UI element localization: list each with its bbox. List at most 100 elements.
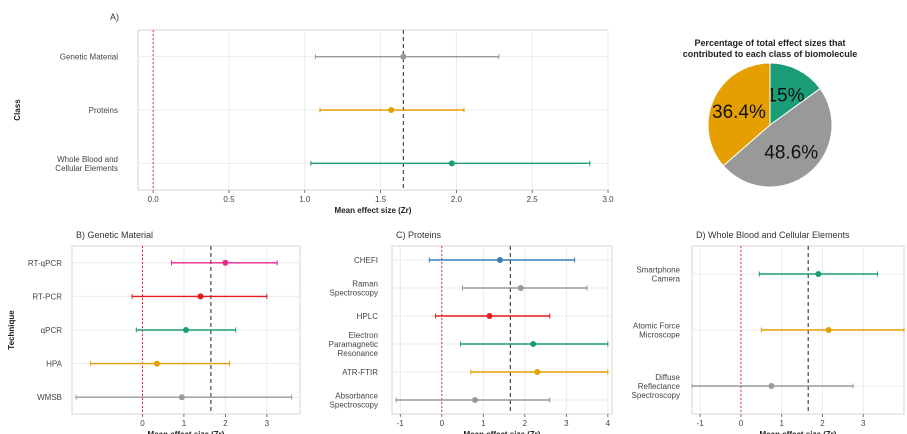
row-label-line: Paramagnetic: [329, 340, 378, 349]
mean-point: [486, 313, 493, 319]
pie-title-line: contributed to each class of biomolecule: [683, 49, 858, 59]
row-label-line: Microscope: [639, 331, 680, 340]
x-tick-label: -1: [397, 419, 405, 428]
row-label-line: Proteins: [89, 106, 118, 115]
x-tick-label: 1: [481, 419, 486, 428]
row-label-line: CHEFI: [354, 256, 378, 265]
row-label-line: ATR-FTIR: [342, 368, 378, 377]
x-tick-label: 3: [564, 419, 569, 428]
x-axis-title: Mean effect size (Zr): [148, 430, 225, 434]
pie-slice: [722, 87, 833, 188]
row-label-line: HPA: [46, 360, 63, 369]
forest-row: HPA: [46, 360, 231, 369]
row-label-line: RT-qPCR: [28, 259, 62, 268]
mean-point: [768, 383, 775, 389]
panel-label: D) Whole Blood and Cellular Elements: [696, 230, 850, 240]
forest-row: Whole Blood and Cellular Elements: [55, 155, 591, 173]
forest-row: ATR-FTIR: [342, 368, 609, 377]
mean-point: [178, 394, 185, 401]
x-tick-label: 2: [223, 419, 228, 428]
mean-point: [496, 257, 503, 263]
y-axis-title: Technique: [7, 310, 16, 350]
pie-slice: [769, 62, 821, 126]
row-label: Proteins: [89, 106, 118, 115]
x-tick-label: 1: [182, 419, 187, 428]
pie-slice-label: 15%: [766, 86, 804, 107]
row-label-line: Spectroscopy: [330, 289, 378, 298]
x-tick-label: 2: [523, 419, 528, 428]
mean-point: [400, 53, 407, 60]
row-label: Whole Blood and Cellular Elements: [55, 155, 118, 173]
panel-label: C) Proteins: [396, 230, 442, 240]
forest-row: CHEFI: [354, 256, 576, 265]
pie-title: Percentage of total effect sizes that con…: [683, 38, 858, 59]
x-tick-label: 0: [440, 419, 445, 428]
forest-row: Genetic Material: [60, 53, 500, 62]
mean-point: [815, 271, 822, 277]
pie-slice: [707, 62, 771, 167]
mean-point: [197, 293, 204, 300]
forest-row: RT-PCR: [32, 292, 268, 301]
x-tick-label: 2.5: [527, 195, 539, 204]
row-label-line: Spectroscopy: [330, 401, 378, 410]
row-label: RT-PCR: [32, 292, 62, 301]
row-label: Raman Spectroscopy: [330, 280, 378, 298]
forest-row: Proteins: [89, 106, 465, 115]
pie-title-line: Percentage of total effect sizes that: [694, 38, 845, 48]
x-tick-label: 4: [606, 419, 611, 428]
x-axis-title: Mean effect size (Zr): [760, 430, 837, 434]
mean-point: [530, 341, 537, 347]
mean-point: [472, 397, 479, 403]
row-label: RT-qPCR: [28, 259, 62, 268]
row-label: ATR-FTIR: [342, 368, 378, 377]
x-tick-label: 0: [739, 419, 744, 428]
row-label-line: Spectroscopy: [632, 391, 680, 400]
y-axis-title: Class: [13, 99, 22, 121]
row-label-line: Cellular Elements: [55, 164, 118, 173]
mean-point: [448, 160, 455, 167]
row-label-line: Camera: [652, 275, 681, 284]
x-tick-label: 2.0: [451, 195, 463, 204]
row-label: Genetic Material: [60, 53, 118, 62]
row-label: HPA: [46, 360, 63, 369]
row-label: WMSB: [37, 393, 62, 402]
x-tick-label: 1: [779, 419, 784, 428]
forest-row: Atomic Force Microscope: [633, 322, 905, 340]
panel-a: 0.0 0.5 1.0 1.5 2.0 2.5 3.0 Genetic Material Pro…: [13, 12, 614, 215]
mean-point: [153, 360, 160, 367]
row-label: Absorbance Spectroscopy: [330, 392, 379, 410]
row-label: Atomic Force Microscope: [633, 322, 681, 340]
forest-row: Electron Paramagnetic Resonance: [329, 331, 609, 358]
row-label-line: Resonance: [338, 349, 379, 358]
pie-slice-label: 48.6%: [764, 143, 818, 164]
row-label-line: Atomic Force: [633, 322, 681, 331]
row-label-line: Electron: [349, 331, 378, 340]
panel-c: -1 0 1 2 3 4 CHEFI Raman Spectroscopy HPLC Electro…: [329, 230, 613, 434]
x-tick-label: -1: [697, 419, 705, 428]
plot-area: [391, 245, 613, 415]
x-tick-label: 0.0: [148, 195, 160, 204]
row-label-line: Whole Blood and: [57, 155, 118, 164]
pie-slice-label: 36.4%: [712, 102, 766, 123]
row-label-line: RT-PCR: [32, 292, 62, 301]
forest-row: HPLC: [357, 312, 551, 321]
row-label: Smartphone Camera: [636, 266, 680, 284]
row-label: Diffuse Reflectance Spectroscopy: [632, 373, 681, 400]
row-label: CHEFI: [354, 256, 378, 265]
x-tick-label: 1.0: [299, 195, 311, 204]
mean-point: [517, 285, 524, 291]
row-label-line: HPLC: [357, 312, 379, 321]
x-axis-title: Mean effect size (Zr): [335, 206, 412, 215]
forest-row: Absorbance Spectroscopy: [330, 392, 551, 410]
panel-label: A): [110, 12, 119, 22]
row-label-line: Genetic Material: [60, 53, 118, 62]
x-tick-label: 2: [820, 419, 825, 428]
mean-point: [183, 327, 189, 333]
forest-row: WMSB: [37, 393, 293, 402]
row-label: Electron Paramagnetic Resonance: [329, 331, 379, 358]
forest-row: qPCR: [41, 326, 237, 335]
x-tick-label: 0: [140, 419, 145, 428]
x-tick-label: 3: [861, 419, 866, 428]
panel-b: 0 1 2 3 RT-qPCR RT-PCR qPCR HPA WMSB B) Genetic M…: [7, 230, 301, 434]
